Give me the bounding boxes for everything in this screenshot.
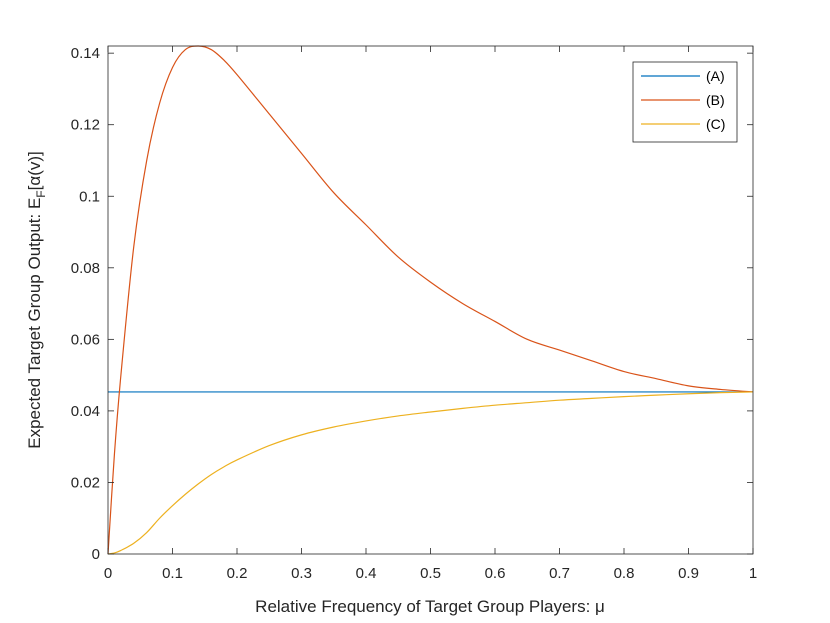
- legend: (A) (B) (C): [632, 61, 738, 143]
- y-tick-label: 0: [92, 546, 100, 563]
- x-tick-label: 1: [749, 565, 757, 582]
- x-tick-label: 0: [104, 565, 112, 582]
- legend-label-1: (B): [706, 92, 725, 108]
- y-axis-label-subscript: F: [34, 190, 48, 197]
- series-line-2: [107, 391, 754, 555]
- x-tick-label: 0.6: [485, 565, 506, 582]
- y-axis-label-rest: [α(v)]: [25, 151, 44, 190]
- x-tick-label: 0.9: [678, 565, 699, 582]
- series-line-1: [107, 45, 754, 555]
- y-tick-label: 0.12: [71, 117, 100, 134]
- series-layer: [107, 45, 754, 555]
- legend-label-2: (C): [706, 116, 725, 132]
- y-tick-label: 0.04: [71, 403, 100, 420]
- ticks-layer: 0 0.1 0.2 0.3 0.4 0.5 0.6 0.7 0.8 0.9 1 0 0.02 0.04 0.…: [71, 45, 757, 582]
- x-tick-label: 0.3: [291, 565, 312, 582]
- y-tick-label: 0.02: [71, 474, 100, 491]
- x-tick-label: 0.1: [162, 565, 183, 582]
- y-tick-label: 0.14: [71, 45, 100, 62]
- x-tick-label: 0.2: [227, 565, 248, 582]
- x-tick-label: 0.8: [614, 565, 635, 582]
- x-tick-label: 0.7: [549, 565, 570, 582]
- legend-box: [632, 61, 738, 143]
- x-tick-label: 0.4: [356, 565, 377, 582]
- y-tick-label: 0.08: [71, 260, 100, 277]
- legend-label-0: (A): [706, 68, 725, 84]
- x-axis-label: Relative Frequency of Target Group Playe…: [255, 597, 605, 616]
- y-tick-label: 0.06: [71, 331, 100, 348]
- y-axis-label: Expected Target Group Output: EF[α(v)]: [25, 151, 48, 449]
- y-axis-label-main: Expected Target Group Output: E: [25, 198, 44, 449]
- x-tick-label: 0.5: [420, 565, 441, 582]
- y-tick-label: 0.1: [79, 188, 100, 205]
